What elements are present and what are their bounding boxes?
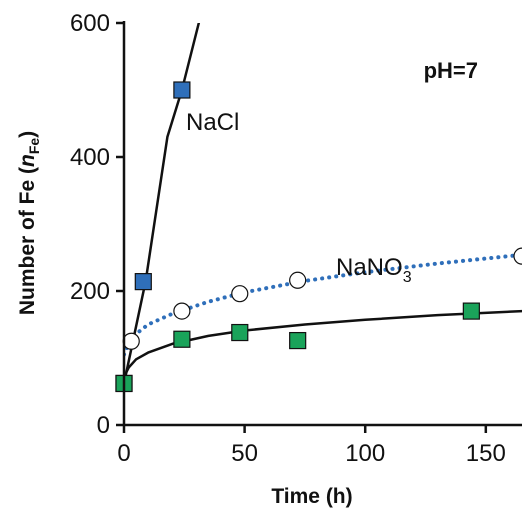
y-axis-label-symbol: n: [16, 154, 39, 167]
point-nacl-1: [134, 273, 152, 291]
fit-line-nano3: [124, 309, 522, 379]
y-axis-label-main: Number of Fe (: [16, 167, 39, 315]
annotation-nano3: NaNO3: [336, 254, 412, 286]
data-markers: [115, 81, 522, 393]
x-tick-label-50: 50: [231, 440, 258, 467]
fit-line-nacl: [124, 23, 201, 385]
annotation-nano3-subscript: 3: [403, 269, 412, 286]
point-series-2-0: [122, 332, 140, 350]
point-series-2-2: [231, 285, 249, 303]
point-series-2-3: [289, 271, 307, 289]
point-series-2-4: [513, 247, 522, 265]
point-nano3-1: [173, 330, 191, 348]
x-tick-label-0: 0: [117, 440, 130, 467]
annotation-nacl: NaCl: [186, 109, 239, 136]
tick-labels: 0 200 400 600 0 50 100 150: [70, 10, 506, 467]
x-tick-label-100: 100: [345, 440, 385, 467]
y-axis-label-close: ): [16, 131, 39, 138]
y-tick-label-600: 600: [70, 10, 110, 37]
y-tick-label-200: 200: [70, 278, 110, 305]
y-tick-label-400: 400: [70, 144, 110, 171]
x-tick-label-150: 150: [466, 440, 506, 467]
x-axis-label: Time (h): [271, 485, 352, 508]
y-axis-label: Number of Fe (nFe): [16, 131, 42, 315]
point-nano3-4: [462, 302, 480, 320]
point-nano3-3: [289, 331, 307, 350]
axes: [116, 21, 522, 433]
annotation-nano3-main: NaNO: [336, 254, 403, 281]
point-series-2-1: [173, 302, 191, 320]
y-axis-label-subscript: Fe: [26, 138, 42, 155]
annotation-ph: pH=7: [424, 58, 478, 83]
point-nacl-2: [173, 81, 191, 99]
y-tick-label-0: 0: [97, 412, 110, 439]
point-nano3-2: [231, 323, 249, 342]
